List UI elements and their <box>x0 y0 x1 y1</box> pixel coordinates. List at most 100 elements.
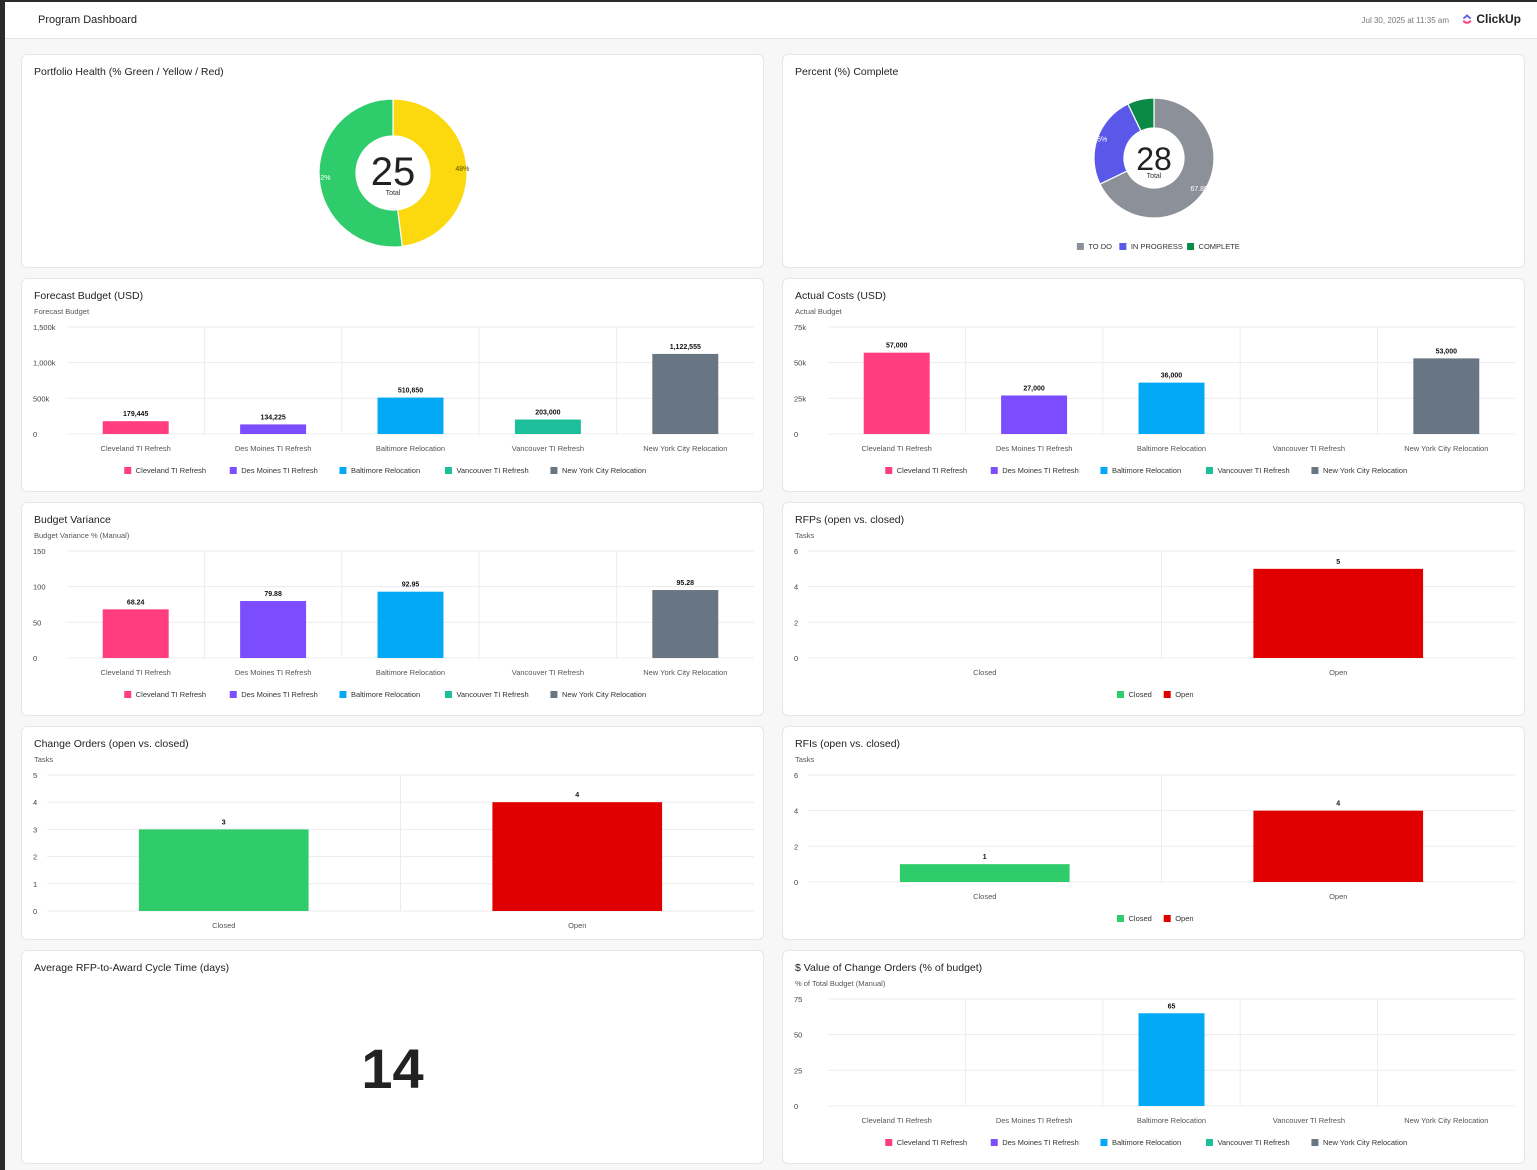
bar-vancouver-ti-refresh <box>514 419 581 434</box>
bar-open <box>492 802 663 911</box>
dashboard-title: Program Dashboard <box>38 14 138 26</box>
legend-label-des-moines-ti-refresh: Des Moines TI Refresh <box>241 690 318 699</box>
card-title: Percent (%) Complete <box>795 66 899 78</box>
bar-cleveland-ti-refresh <box>102 421 169 434</box>
y-tick-label: 0 <box>33 907 37 916</box>
export-timestamp: Jul 30, 2025 at 11:35 am <box>1361 16 1449 25</box>
brand-logo: ClickUp <box>1461 12 1521 26</box>
bar-cleveland-ti-refresh <box>102 609 169 658</box>
change-orders-chart: 0 1 2 3 4 5 3 Closed 4 Open <box>33 771 754 930</box>
bar-closed <box>899 864 1070 882</box>
legend-label-new-york-city-relocation: New York City Relocation <box>1323 466 1407 475</box>
legend-label-des-moines-ti-refresh: Des Moines TI Refresh <box>1002 466 1079 475</box>
legend-label-cleveland-ti-refresh: Cleveland TI Refresh <box>897 1138 967 1147</box>
y-tick-label: 75k <box>794 323 806 332</box>
change-order-value-card: $ Value of Change Orders (% of budget) %… <box>782 950 1525 1164</box>
x-tick-label: Cleveland TI Refresh <box>101 668 171 677</box>
y-tick-label: 5 <box>33 771 37 780</box>
bar-baltimore-relocation <box>377 397 444 434</box>
bar-value-label: 27,000 <box>1023 385 1045 392</box>
bar-new-york-city-relocation <box>652 590 719 658</box>
legend-label-cleveland-ti-refresh: Cleveland TI Refresh <box>897 466 967 475</box>
legend-label-baltimore-relocation: Baltimore Relocation <box>351 690 420 699</box>
legend-label-cleveland-ti-refresh: Cleveland TI Refresh <box>136 466 206 475</box>
bar-value-label: 68.24 <box>127 599 145 606</box>
forecast-budget-card: Forecast Budget (USD) Forecast Budget 0 5… <box>21 278 764 492</box>
bar-des-moines-ti-refresh <box>240 424 307 434</box>
legend-swatch-closed <box>1117 691 1124 698</box>
y-tick-label: 100 <box>33 583 46 592</box>
y-tick-label: 75 <box>794 995 802 1004</box>
legend-swatch-cleveland-ti-refresh <box>124 691 132 698</box>
change-orders-card: Change Orders (open vs. closed) Tasks 0 1… <box>21 726 764 940</box>
y-tick-label: 1 <box>33 880 37 889</box>
bar-value-label: 5 <box>1336 559 1340 566</box>
y-tick-label: 25 <box>794 1066 802 1075</box>
y-tick-label: 50k <box>794 359 806 368</box>
rfis-card: RFIs (open vs. closed) Tasks 0 2 4 6 1 Closed… <box>782 726 1525 940</box>
card-title: Actual Costs (USD) <box>795 290 887 302</box>
x-tick-label: Closed <box>212 921 235 930</box>
y-tick-label: 0 <box>794 878 798 887</box>
slice-complete <box>1127 97 1155 132</box>
rfps-card: RFPs (open vs. closed) Tasks 0 2 4 6 Closed 5… <box>782 502 1525 716</box>
y-tick-label: 50 <box>33 618 41 627</box>
legend-label-new-york-city-relocation: New York City Relocation <box>562 466 646 475</box>
legend-label-vancouver-ti-refresh: Vancouver TI Refresh <box>456 466 528 475</box>
bar-cleveland-ti-refresh <box>863 352 930 434</box>
card-title: $ Value of Change Orders (% of budget) <box>795 962 983 974</box>
y-tick-label: 500k <box>33 394 50 403</box>
bar-value-label: 510,650 <box>398 388 423 395</box>
card-title: RFIs (open vs. closed) <box>795 738 901 750</box>
slice-label: 67.85% <box>1190 186 1214 193</box>
legend-label-vancouver-ti-refresh: Vancouver TI Refresh <box>456 690 528 699</box>
budget-variance-chart: 0 50 100 150 68.24 Cleveland TI Refresh 79.88 D… <box>33 547 754 699</box>
donut-total-label: Total <box>1147 173 1162 180</box>
legend-label-cleveland-ti-refresh: Cleveland TI Refresh <box>136 690 206 699</box>
legend-swatch-complete <box>1187 243 1195 250</box>
y-tick-label: 0 <box>794 430 798 439</box>
rfis-chart: 0 2 4 6 1 Closed 4 Open Closed Open <box>794 771 1515 923</box>
x-tick-label: Des Moines TI Refresh <box>996 444 1073 453</box>
bar-value-label: 79.88 <box>264 591 282 598</box>
card-subtitle: Tasks <box>795 755 815 764</box>
actual-costs-card: Actual Costs (USD) Actual Budget 0 25k 50k… <box>782 278 1525 492</box>
legend-label-new-york-city-relocation: New York City Relocation <box>562 690 646 699</box>
bar-des-moines-ti-refresh <box>240 601 307 658</box>
bar-value-label: 134,225 <box>260 414 285 421</box>
top-bar: Program Dashboard Jul 30, 2025 at 11:35 … <box>5 2 1537 39</box>
legend-swatch-des-moines-ti-refresh <box>990 467 998 474</box>
bar-value-label: 1 <box>983 854 987 861</box>
y-tick-label: 2 <box>794 842 798 851</box>
legend-swatch-baltimore-relocation <box>339 467 347 474</box>
bar-closed <box>138 829 309 911</box>
y-tick-label: 2 <box>794 618 798 627</box>
bar-open <box>1253 810 1424 882</box>
slice-label: 25% <box>1093 137 1107 144</box>
card-subtitle: Forecast Budget <box>34 307 90 316</box>
slice-to-do <box>1099 97 1215 219</box>
card-subtitle: Tasks <box>34 755 54 764</box>
legend-swatch-vancouver-ti-refresh <box>1205 467 1213 474</box>
legend-label-open: Open <box>1175 914 1193 923</box>
legend-label-baltimore-relocation: Baltimore Relocation <box>1112 466 1181 475</box>
donut-total-value: 25 <box>371 150 416 194</box>
cycle-time-value: 14 <box>361 1037 424 1100</box>
bar-value-label: 65 <box>1168 1003 1176 1010</box>
legend-label-baltimore-relocation: Baltimore Relocation <box>1112 1138 1181 1147</box>
bar-value-label: 36,000 <box>1161 373 1183 380</box>
legend-swatch-open <box>1163 691 1171 698</box>
legend-label-in-progress: IN PROGRESS <box>1131 242 1183 251</box>
y-tick-label: 6 <box>794 771 798 780</box>
y-tick-label: 0 <box>794 654 798 663</box>
legend-swatch-new-york-city-relocation <box>550 691 558 698</box>
donut-total-label: Total <box>386 190 401 197</box>
y-tick-label: 1,000k <box>33 359 56 368</box>
bar-value-label: 203,000 <box>535 410 560 417</box>
y-tick-label: 0 <box>33 430 37 439</box>
x-tick-label: Baltimore Relocation <box>1137 444 1206 453</box>
x-tick-label: Vancouver TI Refresh <box>1273 1116 1345 1125</box>
slice-green <box>318 98 403 248</box>
card-subtitle: Tasks <box>795 531 815 540</box>
